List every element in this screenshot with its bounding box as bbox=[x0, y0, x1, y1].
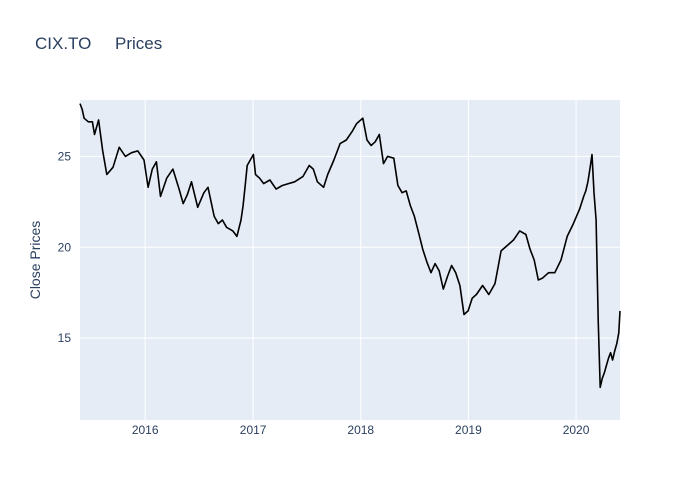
x-tick-label: 2017 bbox=[240, 423, 267, 437]
chart-title: CIX.TO Prices bbox=[35, 34, 163, 53]
y-axis-ticks: 15 20 25 bbox=[58, 149, 72, 345]
y-tick-label: 25 bbox=[58, 149, 72, 163]
series-layer bbox=[79, 103, 621, 389]
y-axis-label: Close Prices bbox=[27, 221, 43, 300]
plot-background bbox=[80, 100, 620, 420]
x-tick-label: 2020 bbox=[563, 423, 590, 437]
x-tick-label: 2018 bbox=[347, 423, 374, 437]
x-tick-label: 2019 bbox=[455, 423, 482, 437]
y-tick-label: 20 bbox=[58, 240, 72, 254]
x-axis-ticks: 2016 2017 2018 2019 2020 bbox=[132, 423, 590, 437]
y-tick-label: 15 bbox=[58, 331, 72, 345]
x-tick-label: 2016 bbox=[132, 423, 159, 437]
close-price-line bbox=[79, 103, 621, 389]
